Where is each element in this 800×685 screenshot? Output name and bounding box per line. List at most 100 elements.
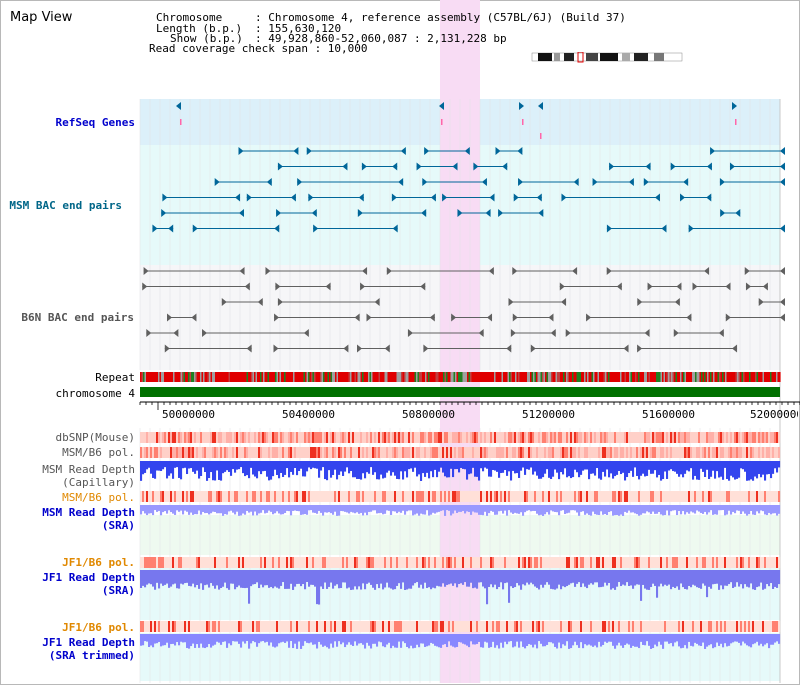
msm-sra-depth-bar [548,505,551,515]
track-label-msm-bac[interactable]: MSM BAC end pairs [9,199,122,212]
msm-sra-depth-bar [638,505,641,516]
jf1-b6-pol-heat-cell [506,557,509,568]
msm-b6-pol-heat-cell [508,491,511,502]
dbsnp-heat-cell [200,432,203,443]
chromosome-ideogram[interactable] [530,51,684,63]
jf1-sra-depth-bar [372,570,375,588]
dbsnp-heat-cell [666,432,669,443]
track-label-jf1-b6-pol-2[interactable]: JF1/B6 pol. [62,621,135,634]
msm-b6-pol-heat-cell [424,447,427,458]
jf1-trim-depth-bar [302,634,305,646]
msm-capillary-depth-bar [662,461,665,480]
dbsnp-heat-cell [692,432,695,443]
msm-b6-pol-heat-cell [164,447,167,458]
track-label-msm-b6-pol-2[interactable]: MSM/B6 pol. [62,491,135,504]
msm-b6-pol-heat-cell [302,447,305,458]
track-label-refseq[interactable]: RefSeq Genes [55,116,135,129]
msm-b6-pol-heat-cell [300,491,303,502]
jf1-b6-pol-heat-cell [462,557,465,568]
jf1-trim-depth-bar [678,634,681,647]
msm-b6-pol-heat-cell [288,447,291,458]
msm-b6-pol-heat-cell [414,447,417,458]
jf1-trim-depth-bar [586,634,589,646]
msm-capillary-depth-bar [490,461,493,477]
repeat-mark [425,372,427,382]
msm-capillary-depth-bar [550,461,553,480]
jf1-b6-pol-heat-cell [270,621,273,632]
msm-sra-depth-bar [670,505,673,512]
msm-sra-depth-bar [214,505,217,512]
jf1-sra-depth-bar [200,570,203,584]
jf1-sra-depth-bar [196,570,199,585]
jf1-b6-pol-heat-cell [526,621,529,632]
msm-b6-pol-heat-cell [732,447,735,458]
jf1-b6-pol-heat-cell [262,621,265,632]
jf1-trim-depth-bar [470,634,473,642]
jf1-trim-depth-bar [340,634,343,645]
track-label-dbsnp[interactable]: dbSNP(Mouse) [55,431,135,444]
jf1-b6-pol-heat-cell [360,621,363,632]
repeat-mark [438,372,441,382]
msm-bac-pair-end [392,162,398,171]
dbsnp-heat-cell [370,432,373,443]
jf1-trim-depth-bar [636,634,639,647]
track-label-jf1-trim-1[interactable]: JF1 Read Depth [42,636,135,649]
dbsnp-heat-cell [296,432,299,443]
jf1-trim-depth-bar [400,634,403,648]
repeat-mark [495,372,498,382]
msm-bac-pair-end [592,178,598,186]
jf1-trim-depth-bar [294,634,297,644]
msm-b6-pol-heat-cell [450,447,453,458]
jf1-b6-pol-heat-cell [258,557,261,568]
jf1-sra-depth-bar [248,570,251,604]
track-label-b6n-bac[interactable]: B6N BAC end pairs [21,311,134,324]
repeat-mark [392,372,394,382]
msm-b6-pol-heat-cell [348,491,351,502]
track-label-msm-sra-1[interactable]: MSM Read Depth [42,506,135,519]
jf1-b6-pol-heat-cell [698,557,701,568]
msm-b6-pol-heat-cell [538,447,541,458]
jf1-trim-depth-bar [388,634,391,643]
msm-capillary-depth-bar [470,461,473,474]
dbsnp-heat-cell [454,432,457,443]
repeat-mark [623,372,625,382]
repeat-mark [636,372,639,382]
jf1-sra-depth-bar [582,570,585,584]
repeat-mark [774,372,777,382]
repeat-mark [588,372,591,382]
jf1-trim-depth-bar [362,634,365,645]
jf1-trim-depth-bar [330,634,333,644]
repeat-mark [336,372,339,382]
jf1-b6-pol-heat-cell [512,621,515,632]
msm-b6-pol-heat-cell [142,447,145,458]
repeat-mark [480,372,483,382]
dbsnp-heat-cell [726,432,729,443]
track-label-jf1-sra-1[interactable]: JF1 Read Depth [42,571,135,584]
repeat-mark [357,372,360,382]
track-label-msm-b6-pol-1[interactable]: MSM/B6 pol. [62,446,135,459]
jf1-b6-pol-heat-cell [238,557,241,568]
track-label-jf1-b6-pol-1[interactable]: JF1/B6 pol. [62,556,135,569]
msm-b6-pol-heat-cell [178,491,181,502]
msm-b6-pol-heat-cell [630,447,633,458]
repeat-mark [753,372,756,382]
msm-b6-pol-heat-cell [604,447,607,458]
msm-b6-pol-heat-cell [756,447,759,458]
jf1-sra-depth-bar [428,570,431,588]
track-label-msm-cap-1[interactable]: MSM Read Depth [42,463,135,476]
jf1-b6-pol-heat-cell [222,621,225,632]
msm-b6-pol-heat-cell [634,447,637,458]
jf1-b6-pol-heat-cell [252,557,255,568]
axis-tick-label: 51200000 [522,408,575,421]
msm-sra-depth-bar [312,505,315,513]
jf1-sra-depth-bar [206,570,209,585]
repeat-mark [182,372,184,382]
msm-capillary-depth-bar [330,461,333,478]
jf1-trim-depth-bar [758,634,761,646]
jf1-b6-pol-heat-cell [532,621,535,632]
msm-b6-pol-heat-cell [310,491,313,502]
repeat-mark [198,372,201,382]
msm-capillary-depth-bar [644,461,647,477]
jf1-b6-pol-heat-cell [650,621,653,632]
jf1-sra-depth-bar [222,570,225,587]
